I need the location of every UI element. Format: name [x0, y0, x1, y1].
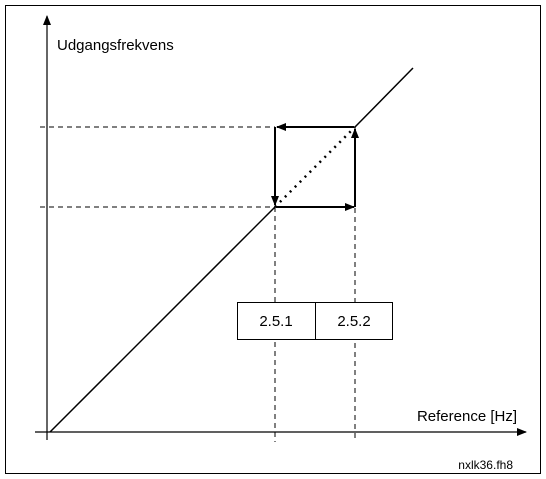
frame	[5, 5, 541, 474]
parameter-label: 2.5.1	[259, 313, 292, 330]
parameter-label: 2.5.2	[337, 313, 370, 330]
hysteresis-line	[274, 126, 356, 208]
figure-id: nxlk36.fh8	[458, 458, 513, 472]
characteristic-line	[49, 206, 276, 433]
x-axis-label: Reference [Hz]	[417, 408, 517, 425]
hysteresis-arrows	[271, 123, 359, 211]
characteristic-line	[354, 67, 414, 128]
y-axis-label: Udgangsfrekvens	[57, 37, 174, 54]
